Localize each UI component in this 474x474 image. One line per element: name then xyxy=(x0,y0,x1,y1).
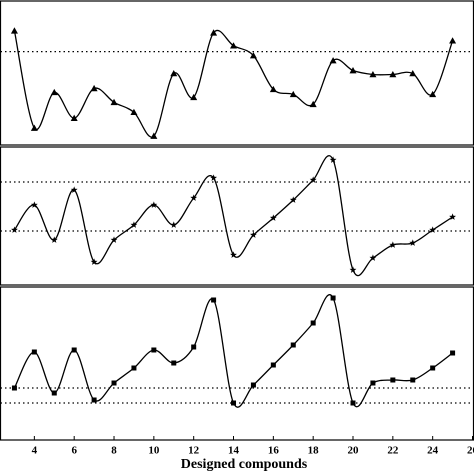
square-marker xyxy=(310,320,316,326)
square-marker xyxy=(51,390,57,396)
triangle-marker xyxy=(150,132,158,139)
triangle-marker xyxy=(389,70,397,78)
triangle-marker xyxy=(369,70,377,78)
triangle-marker xyxy=(429,90,437,98)
star-marker xyxy=(90,258,98,265)
x-tick-label: 20 xyxy=(348,445,360,457)
panel xyxy=(0,146,474,286)
triangle-marker xyxy=(249,52,257,59)
square-marker xyxy=(191,344,197,350)
square-marker xyxy=(31,349,37,355)
star-marker xyxy=(289,196,297,203)
panel-frame xyxy=(0,146,474,286)
square-marker xyxy=(131,365,137,371)
x-tick-label: 12 xyxy=(188,445,200,457)
triangle-marker xyxy=(50,88,58,96)
square-marker xyxy=(71,347,77,353)
star-marker xyxy=(429,226,437,233)
star-marker xyxy=(130,221,138,228)
triangle-marker xyxy=(30,124,38,131)
triangle-marker xyxy=(289,90,297,98)
star-marker xyxy=(329,156,337,163)
star-marker xyxy=(230,251,237,258)
triangle-marker xyxy=(269,85,277,93)
star-marker xyxy=(369,254,377,261)
triangle-marker xyxy=(210,29,218,36)
x-tick-label: 10 xyxy=(148,445,160,457)
square-marker xyxy=(330,295,336,301)
star-marker xyxy=(309,176,317,183)
triangle-marker xyxy=(170,69,178,77)
square-marker xyxy=(171,360,177,366)
star-marker xyxy=(30,201,38,208)
x-tick-label: 4 xyxy=(32,445,38,457)
triangle-marker xyxy=(130,108,138,116)
star-marker xyxy=(11,226,18,233)
square-marker xyxy=(151,347,157,353)
triangle-marker xyxy=(409,69,417,77)
panel-frame xyxy=(0,286,474,441)
square-marker xyxy=(350,400,356,406)
triangle-marker xyxy=(70,114,78,121)
panel xyxy=(0,0,474,146)
series-line xyxy=(13,29,454,138)
x-tick-label: 8 xyxy=(111,445,117,457)
square-marker xyxy=(91,397,97,403)
x-tick-label: 14 xyxy=(228,445,240,457)
triangle-marker xyxy=(190,93,198,101)
star-marker xyxy=(170,221,178,228)
x-tick-label: 16 xyxy=(268,445,280,457)
square-marker xyxy=(410,377,416,383)
square-marker xyxy=(290,342,296,348)
series-line xyxy=(13,155,453,277)
square-marker xyxy=(231,400,237,406)
x-tick-label: 22 xyxy=(387,445,399,457)
square-marker xyxy=(111,380,117,386)
x-tick-label: 26 xyxy=(467,445,474,457)
star-marker xyxy=(50,236,58,243)
star-marker xyxy=(349,266,357,273)
square-marker xyxy=(390,377,396,383)
triangle-marker xyxy=(110,98,118,106)
square-marker xyxy=(430,365,436,371)
x-tick-label: 6 xyxy=(71,445,77,457)
x-tick-label: 24 xyxy=(427,445,439,457)
star-marker xyxy=(150,201,158,208)
square-marker xyxy=(211,297,217,303)
triangle-marker xyxy=(230,42,238,49)
star-marker xyxy=(250,231,257,238)
panel: 4 6 8 10 12 14 16 18 20 22 24 26 Designed compounds xyxy=(0,286,474,472)
star-marker xyxy=(449,213,457,220)
star-marker xyxy=(110,236,118,243)
star-marker xyxy=(409,239,417,246)
triangle-marker xyxy=(309,100,317,108)
star-marker xyxy=(389,241,397,248)
square-marker xyxy=(370,380,376,386)
x-axis-label: Designed compounds xyxy=(181,457,308,472)
square-marker xyxy=(270,362,276,368)
triangle-marker xyxy=(449,37,457,44)
star-marker xyxy=(190,194,198,201)
star-marker xyxy=(269,214,277,221)
x-tick-label: 18 xyxy=(308,445,320,457)
star-marker xyxy=(210,174,218,181)
square-marker xyxy=(250,382,256,388)
triangle-marker xyxy=(10,27,18,34)
triangle-marker xyxy=(90,84,98,92)
triangle-marker xyxy=(329,57,337,64)
triangle-marker xyxy=(349,67,357,74)
series-line xyxy=(13,294,453,408)
square-marker xyxy=(450,350,456,356)
star-marker xyxy=(70,186,78,193)
square-marker xyxy=(11,385,17,391)
